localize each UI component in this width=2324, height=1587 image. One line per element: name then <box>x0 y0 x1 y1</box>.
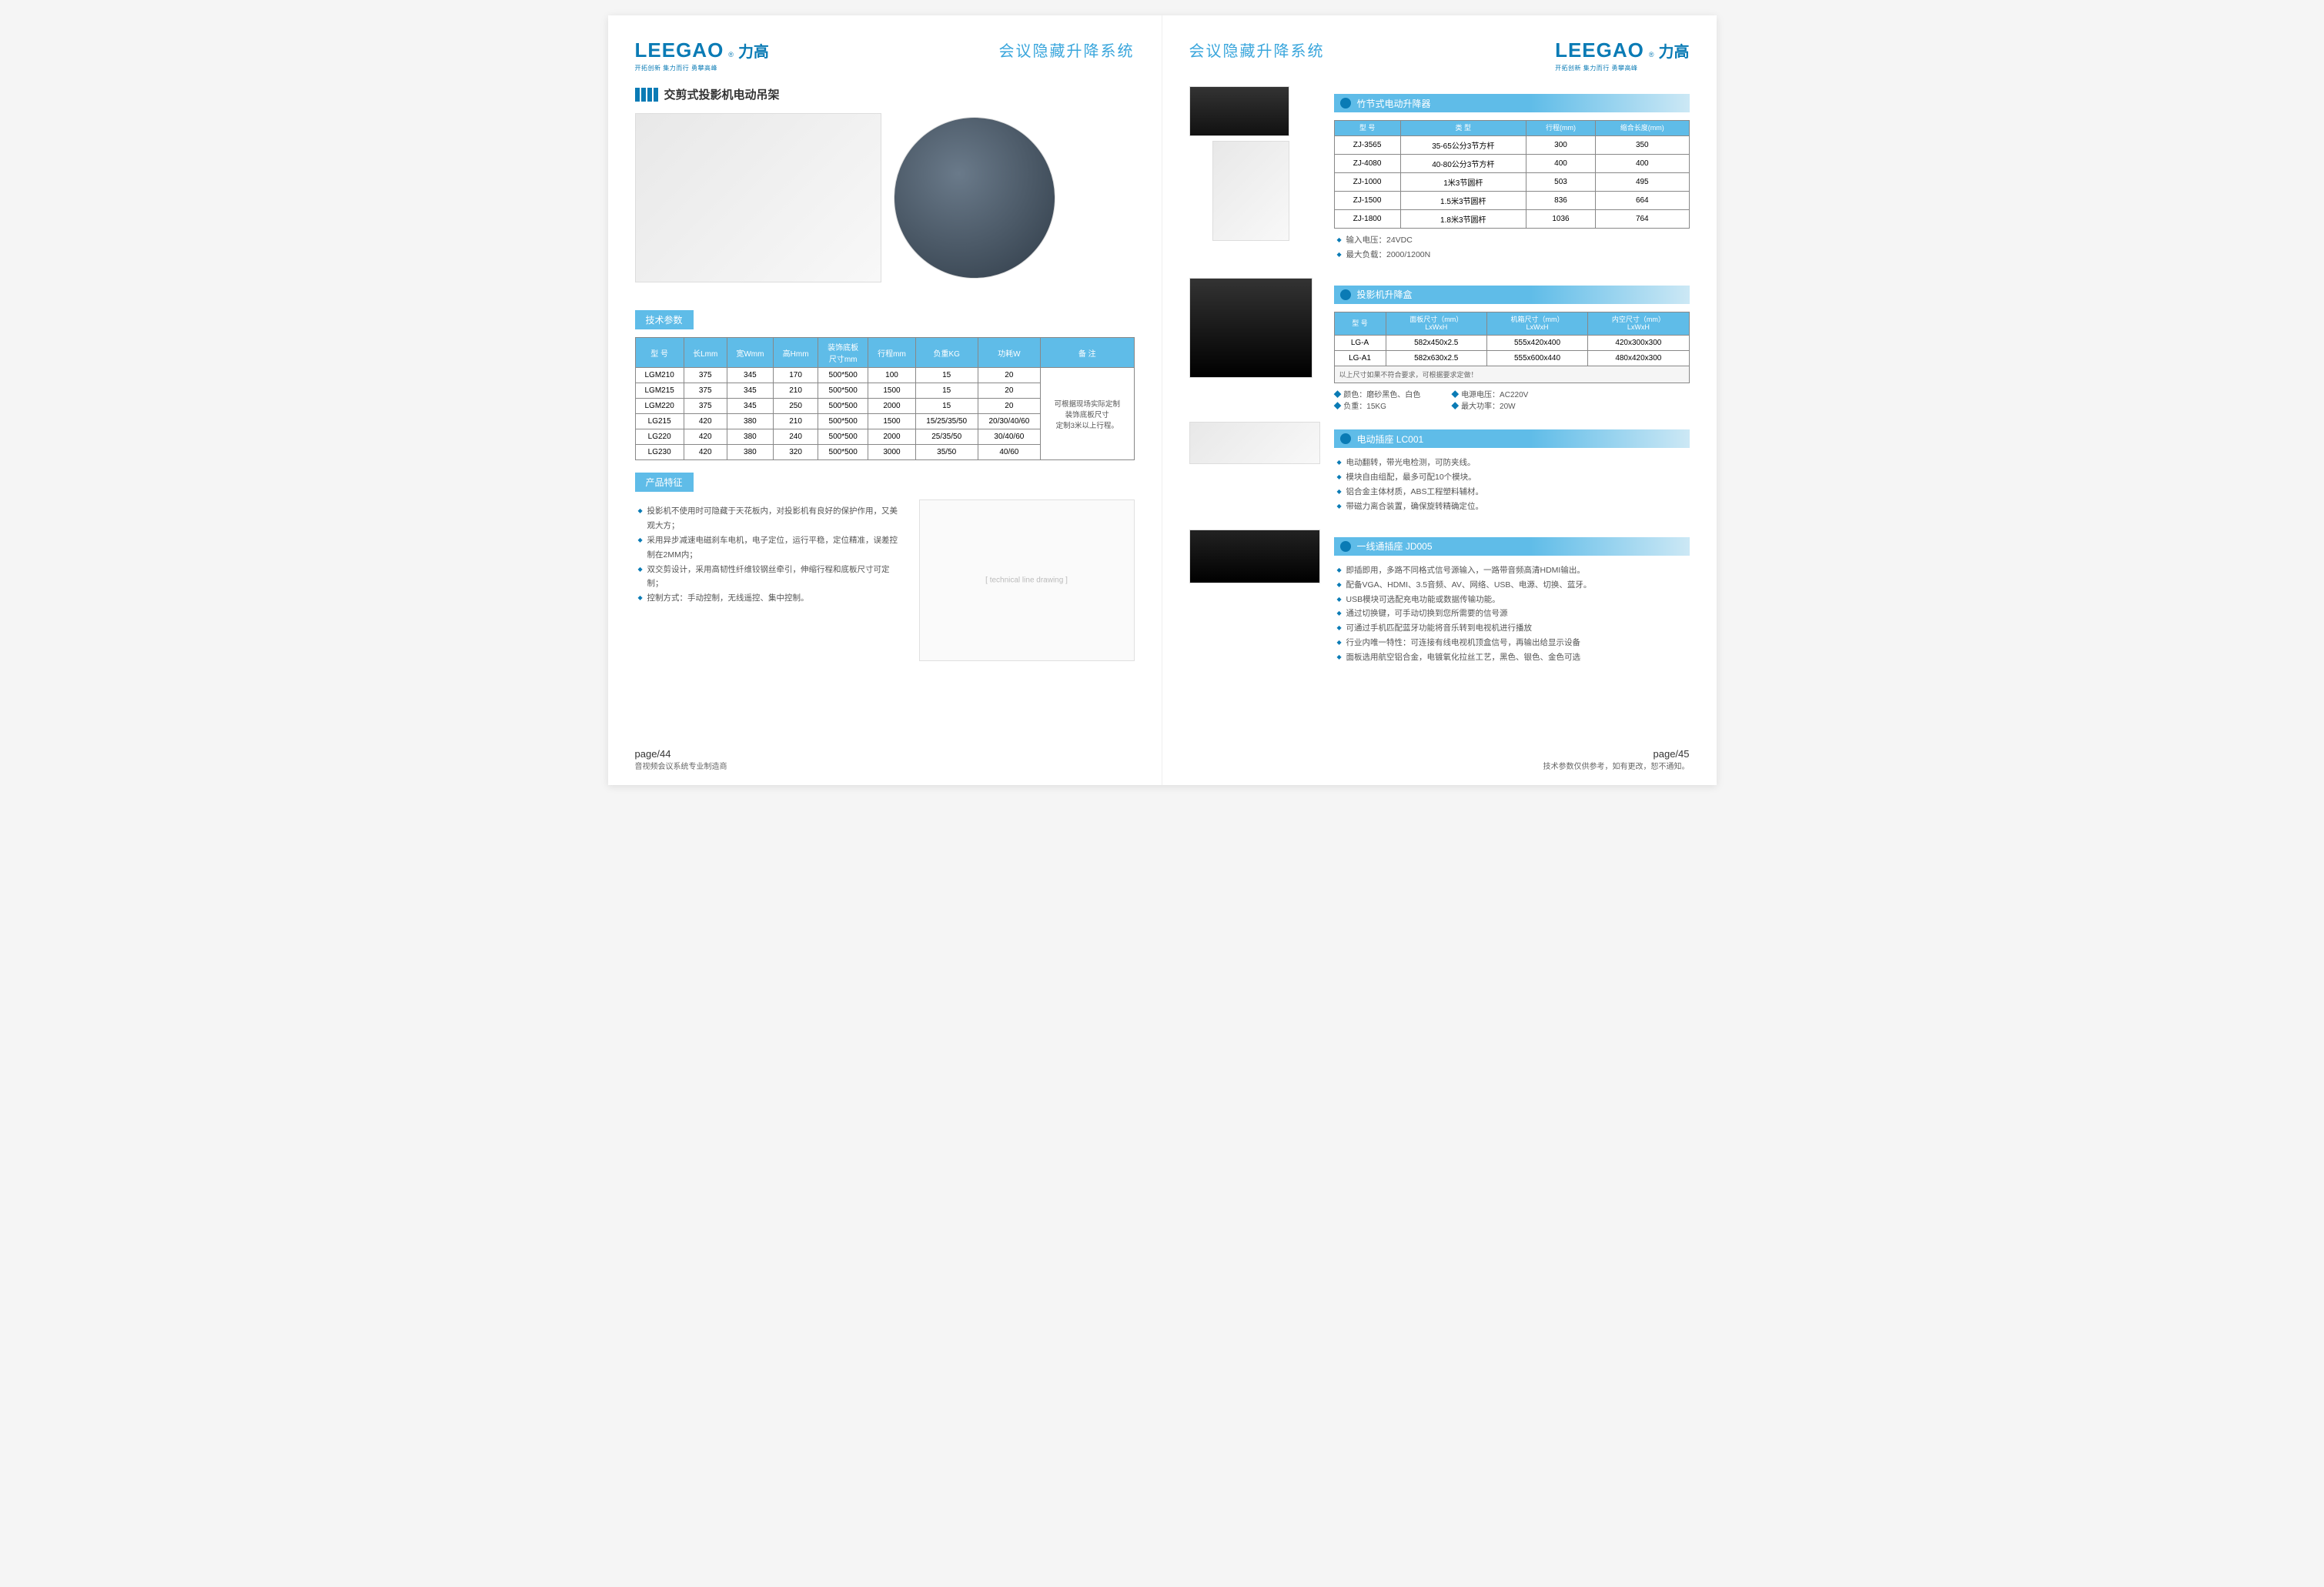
list-item: 模块自由组配，最多可配10个模块。 <box>1337 470 1690 485</box>
specs-col: 功耗W <box>978 338 1040 368</box>
s1-header: 竹节式电动升降器 <box>1357 97 1431 110</box>
list-item: USB模块可选配充电功能或数据传输功能。 <box>1337 593 1690 607</box>
list-item: 配备VGA、HDMI、3.5音频、AV、网络、USB、电源、切换、蓝牙。 <box>1337 578 1690 593</box>
specs-col: 宽Wmm <box>727 338 774 368</box>
table-note: 以上尺寸如果不符合要求，可根据要求定做！ <box>1334 366 1689 383</box>
logo-r-r: ® <box>1649 51 1654 58</box>
footer-left: page/44 音视频会议系统专业制造商 <box>635 748 727 771</box>
table-row: ZJ-356535-65公分3节方杆300350 <box>1334 135 1689 154</box>
list-item: 带磁力离合装置，确保旋转精确定位。 <box>1337 499 1690 514</box>
section-oneline-socket: 一线通插座 JD005 即插即用，多路不同格式信号源输入，一路带音频高清HDMI… <box>1189 530 1690 670</box>
list-item: 行业内唯一特性：可连接有线电视机顶盒信号，再输出给显示设备 <box>1337 636 1690 650</box>
s1-table: 型 号类 型行程(mm)缩合长度(mm) ZJ-356535-65公分3节方杆3… <box>1334 120 1690 229</box>
specs-col: 行程mm <box>868 338 915 368</box>
product-image-ceiling-circle <box>894 117 1055 279</box>
logo-en-r: LEEGAO <box>1555 38 1644 62</box>
technical-drawing <box>919 499 1135 661</box>
features-list: 投影机不使用时可隐藏于天花板内，对投影机有良好的保护作用，又美观大方；采用异步减… <box>635 504 904 657</box>
list-item: 通过切换键，可手动切换到您所需要的信号源 <box>1337 606 1690 621</box>
table-row: LG-A582x450x2.5555x420x400420x300x300 <box>1334 336 1689 351</box>
product-image-poles <box>1212 141 1289 241</box>
page-title-right: 会议隐藏升降系统 <box>1189 38 1325 61</box>
table-row: ZJ-18001.8米3节圆杆1036764 <box>1334 209 1689 228</box>
s1-specs: 输入电压：24VDC最大负载：2000/1200N <box>1334 233 1690 262</box>
dot-icon <box>1340 98 1351 109</box>
product-image-liftbox <box>1189 278 1312 378</box>
footer-right: page/45 技术参数仅供参考，如有更改，恕不通知。 <box>1543 748 1690 771</box>
s2-header: 投影机升降盒 <box>1357 288 1413 301</box>
header-right: 会议隐藏升降系统 LEEGAO ® 力高 开拓创新 集力而行 勇攀高峰 <box>1189 38 1690 72</box>
product-image-controller <box>1189 86 1289 136</box>
s4-bullets: 即插即用，多路不同格式信号源输入，一路带音频高清HDMI输出。配备VGA、HDM… <box>1334 563 1690 665</box>
section-power-socket: 电动插座 LC001 电动翻转，带光电检测，可防夹线。模块自由组配，最多可配10… <box>1189 422 1690 519</box>
s4-header: 一线通插座 JD005 <box>1357 540 1433 553</box>
page-title-left: 会议隐藏升降系统 <box>999 38 1135 61</box>
s2-specs: 颜色：磨砂黑色、白色 负重：15KG 电源电压：AC220V 最大功率：20W <box>1334 388 1690 411</box>
list-item: 最大负载：2000/1200N <box>1337 248 1690 262</box>
s2-spec-color: 颜色：磨砂黑色、白色 <box>1334 388 1421 399</box>
list-item: 面板选用航空铝合金，电镀氧化拉丝工艺，黑色、银色、金色可选 <box>1337 650 1690 665</box>
list-item: 铝合金主体材质，ABS工程塑料辅材。 <box>1337 485 1690 499</box>
s2-spec-power: 最大功率：20W <box>1451 399 1528 411</box>
specs-header: 技术参数 <box>635 310 694 329</box>
logo-cn: 力高 <box>738 39 769 62</box>
table-row: LGM210375345170500*5001001520可根据现场实际定制装饰… <box>635 368 1134 383</box>
footer-sub-right: 技术参数仅供参考，如有更改，恕不通知。 <box>1543 760 1690 771</box>
logo-tagline-r: 开拓创新 集力而行 勇攀高峰 <box>1555 64 1689 72</box>
s3-header: 电动插座 LC001 <box>1357 433 1424 446</box>
logo: LEEGAO ® 力高 开拓创新 集力而行 勇攀高峰 <box>635 38 769 72</box>
s2-spec-voltage: 电源电压：AC220V <box>1451 388 1528 399</box>
header-left: LEEGAO ® 力高 开拓创新 集力而行 勇攀高峰 会议隐藏升降系统 <box>635 38 1135 72</box>
section1-title: 交剪式投影机电动吊架 <box>664 86 780 102</box>
specs-col: 备 注 <box>1040 338 1134 368</box>
section-bamboo-lift: 竹节式电动升降器 型 号类 型行程(mm)缩合长度(mm) ZJ-356535-… <box>1189 86 1690 267</box>
s4-header-bar: 一线通插座 JD005 <box>1334 537 1690 556</box>
page-number-44: page/44 <box>635 748 727 760</box>
dot-icon <box>1340 433 1351 444</box>
feature-item: 控制方式：手动控制，无线遥控、集中控制。 <box>638 591 904 606</box>
table-row: ZJ-408040-80公分3节方杆400400 <box>1334 154 1689 172</box>
specs-col: 型 号 <box>635 338 684 368</box>
dot-icon <box>1340 541 1351 552</box>
s3-bullets: 电动翻转，带光电检测，可防夹线。模块自由组配，最多可配10个模块。铝合金主体材质… <box>1334 456 1690 514</box>
s2-header-bar: 投影机升降盒 <box>1334 286 1690 304</box>
s2-spec-weight: 负重：15KG <box>1334 399 1421 411</box>
logo-right: LEEGAO ® 力高 开拓创新 集力而行 勇攀高峰 <box>1555 38 1689 72</box>
specs-col: 高Hmm <box>774 338 818 368</box>
logo-en: LEEGAO <box>635 38 724 62</box>
footer-sub-left: 音视频会议系统专业制造商 <box>635 760 727 771</box>
specs-col: 装饰底板尺寸mm <box>818 338 868 368</box>
logo-cn-r: 力高 <box>1659 39 1690 62</box>
specs-col: 负重KG <box>915 338 978 368</box>
table-row: ZJ-15001.5米3节圆杆836664 <box>1334 191 1689 209</box>
specs-table-note: 可根据现场实际定制装饰底板尺寸定制3米以上行程。 <box>1040 368 1134 460</box>
feature-item: 投影机不使用时可隐藏于天花板内，对投影机有良好的保护作用，又美观大方； <box>638 504 904 533</box>
product-image-jd005 <box>1189 530 1320 583</box>
page-number-45: page/45 <box>1543 748 1690 760</box>
product-image-scissor-lift <box>635 113 881 282</box>
product-image-socket <box>1189 422 1320 464</box>
logo-tagline: 开拓创新 集力而行 勇攀高峰 <box>635 64 769 72</box>
feature-item: 采用异步减速电磁刹车电机，电子定位，运行平稳，定位精准，误差控制在2MM内； <box>638 533 904 563</box>
list-item: 输入电压：24VDC <box>1337 233 1690 248</box>
page-44: LEEGAO ® 力高 开拓创新 集力而行 勇攀高峰 会议隐藏升降系统 交剪式投影… <box>608 15 1162 785</box>
features-header: 产品特征 <box>635 473 694 492</box>
logo-r: ® <box>728 51 734 58</box>
specs-table: 型 号长Lmm宽Wmm高Hmm装饰底板尺寸mm行程mm负重KG功耗W备 注 LG… <box>635 337 1135 460</box>
list-item: 电动翻转，带光电检测，可防夹线。 <box>1337 456 1690 470</box>
feature-item: 双交剪设计，采用高韧性纤维铰钢丝牵引，伸缩行程和底板尺寸可定制； <box>638 563 904 592</box>
list-item: 即插即用，多路不同格式信号源输入，一路带音频高清HDMI输出。 <box>1337 563 1690 578</box>
table-row: LG-A1582x630x2.5555x600x440480x420x300 <box>1334 351 1689 366</box>
s2-table: 型 号面板尺寸（mm）LxWxH机箱尺寸（mm）LxWxH内空尺寸（mm）LxW… <box>1334 312 1690 384</box>
list-item: 可通过手机匹配蓝牙功能将音乐转到电视机进行播放 <box>1337 621 1690 636</box>
section-projector-box: 投影机升降盒 型 号面板尺寸（mm）LxWxH机箱尺寸（mm）LxWxH内空尺寸… <box>1189 278 1690 412</box>
dot-icon <box>1340 289 1351 300</box>
table-row: ZJ-10001米3节圆杆503495 <box>1334 172 1689 191</box>
specs-col: 长Lmm <box>684 338 727 368</box>
s3-header-bar: 电动插座 LC001 <box>1334 429 1690 448</box>
section1-heading: 交剪式投影机电动吊架 <box>635 86 1135 102</box>
page-45: 会议隐藏升降系统 LEEGAO ® 力高 开拓创新 集力而行 勇攀高峰 竹节式电动… <box>1162 15 1717 785</box>
s1-header-bar: 竹节式电动升降器 <box>1334 94 1690 112</box>
bars-icon <box>635 88 658 102</box>
